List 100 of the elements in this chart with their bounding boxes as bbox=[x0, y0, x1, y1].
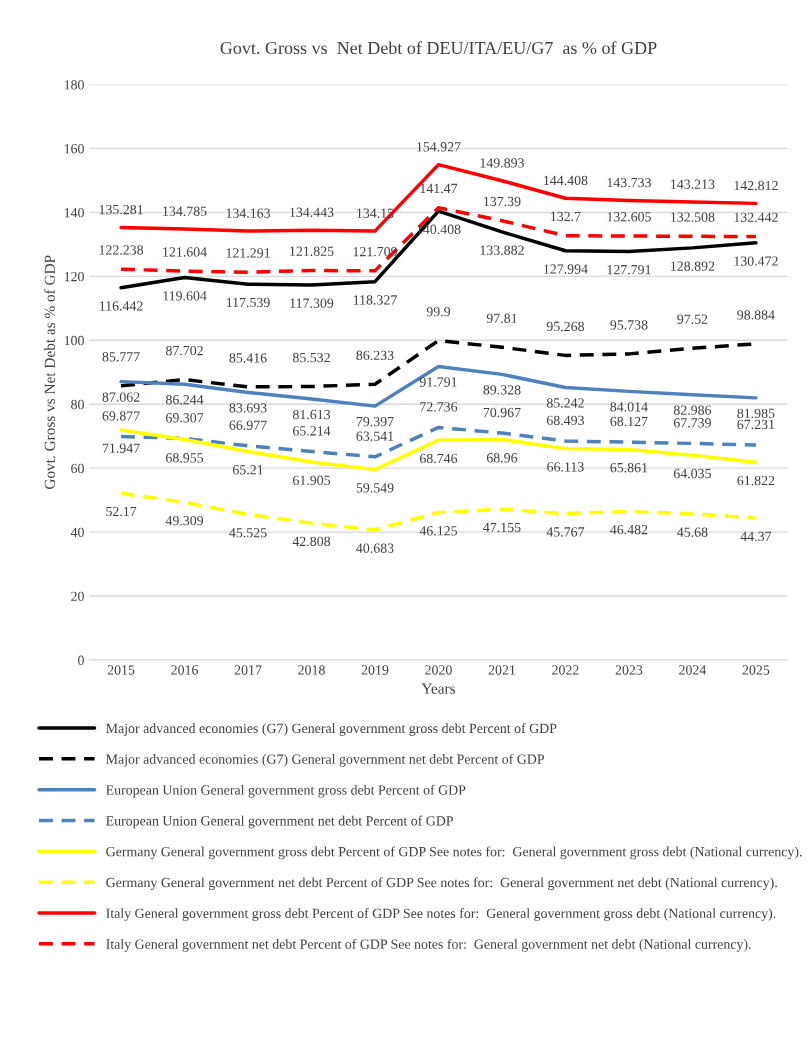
data-label: 45.68 bbox=[677, 527, 708, 537]
chart-title: Govt. Gross vs Net Debt of DEU/ITA/EU/G7 as % of GDP bbox=[220, 41, 657, 55]
data-label: 69.877 bbox=[102, 411, 140, 421]
data-label: 133.882 bbox=[480, 245, 524, 255]
data-label: 45.525 bbox=[229, 528, 267, 538]
legend-label: Italy General government net debt Percent of GDP See notes for: General government net debt (National currency). bbox=[106, 938, 751, 952]
x-tick-label: 2024 bbox=[679, 665, 707, 675]
data-label: 42.808 bbox=[292, 536, 331, 547]
data-label: 67.231 bbox=[737, 419, 775, 430]
data-label: 68.746 bbox=[419, 453, 458, 464]
data-label: 86.233 bbox=[356, 350, 394, 361]
legend-label: Germany General government gross debt Percent of GDP See notes for: General government gross debt (National currency). bbox=[106, 846, 802, 860]
data-label: 97.52 bbox=[677, 314, 708, 324]
data-label: 40.683 bbox=[356, 543, 394, 553]
data-label: 127.994 bbox=[544, 264, 588, 274]
data-label: 85.532 bbox=[292, 352, 330, 363]
data-label: 68.493 bbox=[546, 415, 584, 426]
data-label: 132.605 bbox=[607, 212, 651, 222]
legend-label: Germany General government net debt Percent of GDP See notes for: General government net debt (National currency). bbox=[106, 877, 777, 891]
data-label: 44.37 bbox=[740, 531, 772, 542]
legend-label: Major advanced economies (G7) General government gross debt Percent of GDP bbox=[106, 723, 557, 736]
x-tick-label: 2022 bbox=[552, 665, 579, 675]
data-label: 143.213 bbox=[671, 179, 715, 189]
y-tick-label: 100 bbox=[64, 335, 84, 346]
data-label: 127.791 bbox=[607, 265, 651, 275]
x-tick-label: 2018 bbox=[298, 665, 325, 675]
y-axis-title: Govt. Gross vs Net Debt as % of GDP bbox=[44, 255, 56, 489]
data-label: 117.539 bbox=[226, 297, 270, 308]
x-tick-label: 2023 bbox=[615, 665, 643, 675]
data-label: 121.604 bbox=[163, 247, 207, 257]
data-label: 64.035 bbox=[673, 468, 711, 479]
data-label: 130.472 bbox=[734, 256, 778, 266]
data-label: 85.416 bbox=[229, 353, 267, 363]
x-tick-label: 2017 bbox=[234, 665, 262, 675]
data-label: 85.777 bbox=[102, 352, 140, 362]
data-label: 61.822 bbox=[737, 475, 775, 486]
data-label: 67.739 bbox=[673, 418, 711, 428]
data-label: 132.442 bbox=[734, 212, 778, 223]
data-label: 135.281 bbox=[99, 204, 143, 215]
y-tick-label: 160 bbox=[64, 144, 84, 154]
data-label: 52.17 bbox=[106, 506, 137, 517]
data-label: 66.977 bbox=[229, 420, 267, 430]
data-label: 141.47 bbox=[420, 183, 458, 194]
data-label: 132.508 bbox=[671, 212, 715, 222]
data-label: 65.861 bbox=[610, 462, 648, 473]
data-label: 98.884 bbox=[737, 310, 775, 320]
data-label: 69.307 bbox=[166, 413, 204, 423]
data-label: 68.955 bbox=[166, 453, 204, 463]
data-label: 81.613 bbox=[292, 409, 331, 420]
data-label: 72.736 bbox=[420, 402, 458, 412]
data-label: 87.702 bbox=[165, 345, 203, 356]
x-tick-label: 2021 bbox=[488, 665, 516, 675]
data-label: 128.892 bbox=[671, 261, 715, 271]
x-tick-label: 2025 bbox=[742, 665, 770, 675]
data-label: 134.163 bbox=[226, 208, 271, 218]
data-label: 119.604 bbox=[163, 291, 207, 301]
data-label: 121.291 bbox=[226, 248, 270, 258]
data-label: 46.125 bbox=[419, 526, 458, 536]
legend-label: Italy General government gross debt Percent of GDP See notes for: General government gross debt (National currency). bbox=[106, 908, 776, 921]
data-label: 91.791 bbox=[419, 377, 457, 387]
data-label: 121.825 bbox=[290, 246, 334, 256]
data-label: 63.541 bbox=[356, 431, 394, 441]
data-label: 45.767 bbox=[546, 527, 585, 537]
legend-label: European Union General government net debt Percent of GDP bbox=[106, 815, 454, 829]
data-label: 122.238 bbox=[99, 245, 144, 255]
data-label: 117.309 bbox=[290, 298, 334, 308]
x-tick-label: 2015 bbox=[107, 665, 135, 675]
data-label: 154.927 bbox=[417, 142, 461, 152]
y-tick-label: 60 bbox=[71, 463, 84, 474]
data-label: 134.785 bbox=[163, 206, 207, 216]
y-tick-label: 120 bbox=[64, 271, 84, 282]
data-label: 87.062 bbox=[102, 392, 140, 402]
data-label: 118.327 bbox=[353, 295, 397, 305]
data-label: 137.39 bbox=[484, 196, 521, 207]
y-tick-label: 140 bbox=[64, 207, 84, 218]
data-label: 132.7 bbox=[551, 211, 581, 222]
y-tick-label: 180 bbox=[64, 80, 84, 90]
data-label: 99.9 bbox=[426, 306, 451, 317]
data-label: 68.96 bbox=[486, 453, 518, 463]
data-label: 82.986 bbox=[673, 405, 712, 415]
data-label: 59.549 bbox=[356, 483, 394, 493]
legend-label: European Union General government gross debt Percent of GDP bbox=[106, 784, 466, 798]
y-tick-label: 80 bbox=[71, 399, 84, 410]
data-label: 49.309 bbox=[165, 515, 204, 526]
data-label: 71.947 bbox=[102, 443, 140, 453]
data-label: 144.408 bbox=[544, 175, 588, 186]
data-label: 142.812 bbox=[734, 180, 778, 191]
data-label: 81.985 bbox=[737, 408, 775, 419]
data-label: 65.214 bbox=[293, 426, 331, 436]
data-label: 68.127 bbox=[610, 416, 648, 427]
x-tick-label: 2019 bbox=[361, 665, 389, 675]
data-label: 149.893 bbox=[480, 158, 524, 168]
data-label: 89.328 bbox=[483, 385, 521, 395]
data-label: 95.268 bbox=[546, 321, 585, 332]
x-axis-title: Years bbox=[421, 683, 455, 694]
data-label: 65.21 bbox=[233, 465, 263, 475]
x-tick-label: 2016 bbox=[171, 665, 199, 675]
data-label: 97.81 bbox=[486, 313, 517, 324]
data-label: 61.905 bbox=[293, 475, 331, 486]
data-label: 95.738 bbox=[610, 320, 648, 330]
